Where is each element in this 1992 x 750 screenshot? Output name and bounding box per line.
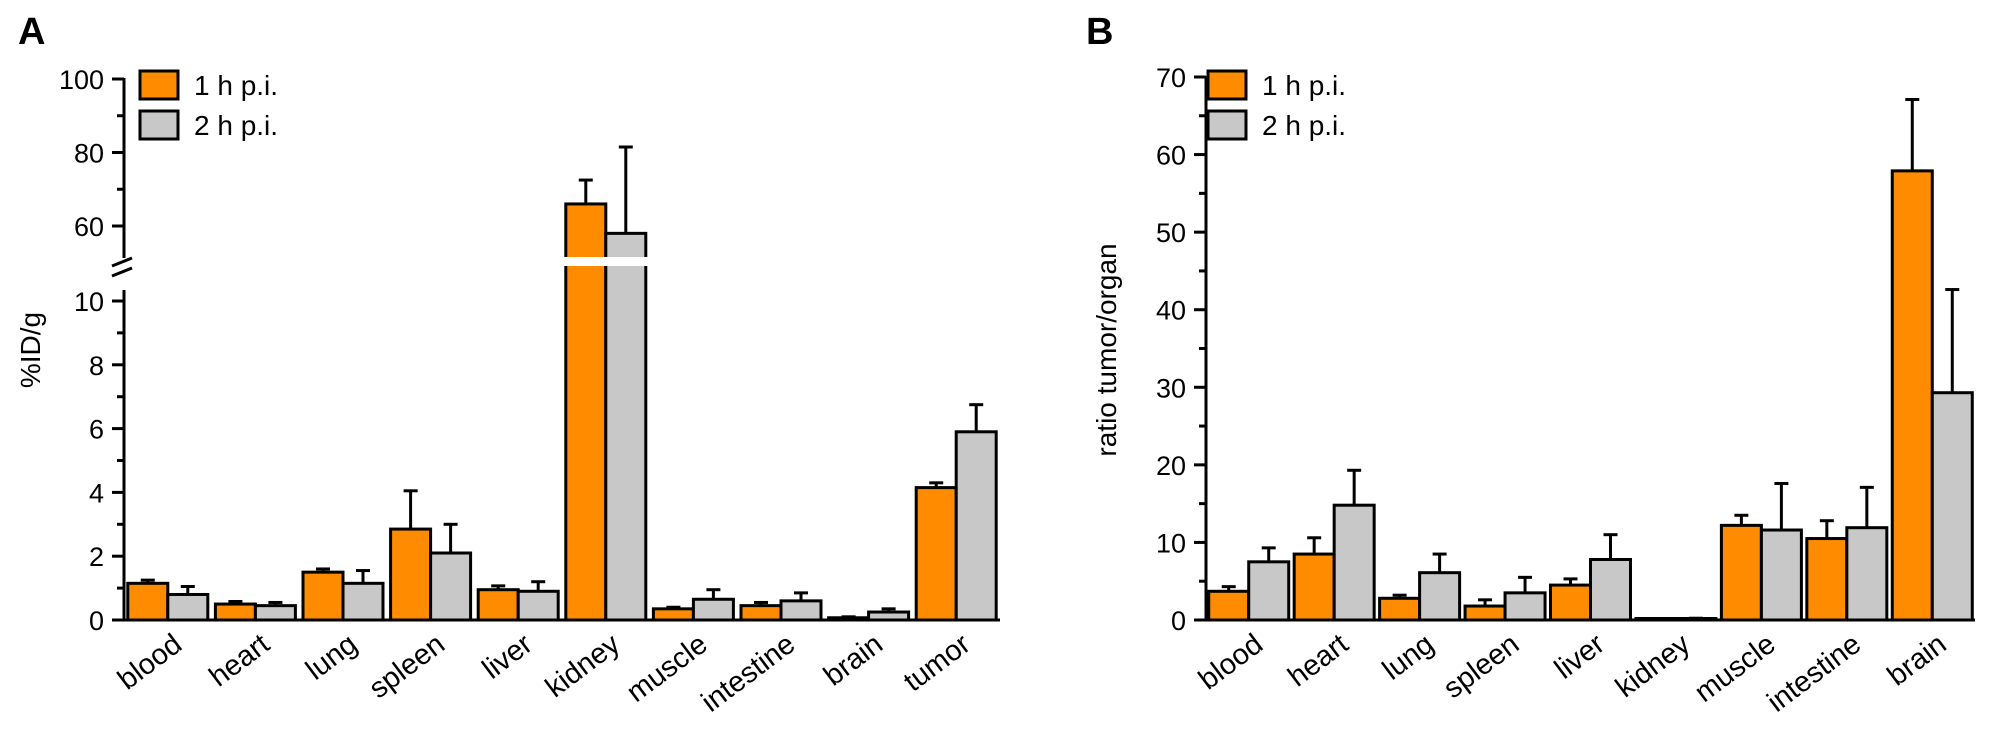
y-axis-title: ratio tumor/organ [1091, 243, 1122, 456]
category-label: liver [477, 628, 539, 686]
bar-1hpi-liver [1549, 583, 1592, 622]
category-label: intestine [696, 628, 802, 719]
category-label: brain [818, 628, 889, 692]
bar-2hpi-intestine [779, 599, 823, 622]
bar-1hpi-lung [301, 570, 345, 622]
bar-1hpi-brain [1890, 169, 1934, 622]
axis-break-mark [111, 256, 133, 268]
bar-2hpi-blood [166, 592, 210, 622]
legend-label: 2 h p.i. [1262, 110, 1346, 141]
y-tick-label: 20 [1156, 451, 1186, 481]
bar-2hpi-spleen [429, 551, 473, 622]
y-tick-label: 0 [1171, 606, 1186, 636]
bar-2hpi-muscle [691, 597, 735, 622]
bar-1hpi-intestine [739, 604, 783, 622]
bar-2hpi-muscle [1759, 528, 1803, 622]
y-tick-label: 60 [1156, 141, 1186, 171]
y-axis-title: %ID/g [15, 312, 46, 388]
y-tick-label: 60 [74, 212, 104, 242]
category-label: tumor [898, 628, 977, 698]
y-tick-label: 40 [1156, 296, 1186, 326]
y-tick-label: 2 [89, 542, 104, 572]
bar-1hpi-spleen [389, 527, 433, 622]
y-tick-label: 0 [89, 606, 104, 636]
category-label: intestine [1762, 628, 1868, 719]
bar-2hpi-heart [1332, 503, 1376, 622]
y-tick-label: 100 [59, 65, 104, 95]
axis-break-gap [561, 257, 650, 266]
bar-2hpi-liver [516, 589, 560, 622]
bar-2hpi-lung [1418, 571, 1462, 622]
bar-1hpi-lung [1378, 596, 1422, 622]
legend-label: 1 h p.i. [194, 70, 278, 101]
bar-1hpi-intestine [1805, 537, 1849, 622]
bar-2hpi-tumor [954, 430, 998, 622]
legend-label: 1 h p.i. [1262, 70, 1346, 101]
bar-2hpi-liver [1589, 557, 1632, 622]
bar-2hpi-kidney [604, 231, 648, 622]
category-label: heart [204, 628, 276, 693]
bar-1hpi-spleen [1463, 604, 1507, 622]
bar-1hpi-muscle [651, 607, 695, 622]
bar-1hpi-blood [1207, 589, 1251, 622]
category-label: kidney [1610, 628, 1697, 704]
legend-label: 2 h p.i. [194, 110, 278, 141]
category-label: blood [1193, 628, 1269, 696]
bar-1hpi-kidney [564, 202, 608, 622]
legend-swatch-0 [138, 69, 180, 101]
y-tick-label: 30 [1156, 373, 1186, 403]
bar-2hpi-lung [341, 581, 385, 622]
y-tick-label: 4 [89, 478, 104, 508]
chart-panel-a: 0 2 4 6 8 10 60 80 100 %ID/g blood heart lung spleen l… [15, 65, 1000, 719]
bar-2hpi-intestine [1845, 526, 1889, 622]
bar-1hpi-liver [476, 588, 520, 622]
bar-2hpi-heart [253, 604, 297, 622]
category-label: brain [1882, 628, 1953, 692]
legend-swatch-1 [1206, 109, 1248, 141]
bar-1hpi-muscle [1719, 523, 1763, 622]
chart-panel-b: 0 10 20 30 40 50 60 70 ratio tumor/organ blood hea… [1091, 63, 1975, 719]
bar-2hpi-brain [867, 610, 911, 622]
legend-swatch-0 [1206, 69, 1248, 101]
bar-2hpi-brain [1930, 391, 1974, 622]
bar-1hpi-heart [1292, 552, 1336, 622]
category-label: liver [1549, 628, 1611, 686]
bar-2hpi-blood [1247, 560, 1291, 622]
y-tick-label: 6 [89, 415, 104, 445]
panel-letter-a: A [18, 11, 45, 53]
category-label: lung [1377, 628, 1440, 687]
y-tick-label: 8 [89, 351, 104, 381]
axis-break-mark [111, 266, 133, 278]
legend-swatch-1 [138, 109, 180, 141]
category-label: heart [1282, 628, 1354, 693]
y-tick-label: 70 [1156, 63, 1186, 93]
y-tick-label: 80 [74, 139, 104, 169]
bar-1hpi-heart [213, 602, 257, 622]
y-tick-label: 10 [74, 287, 104, 317]
bar-1hpi-tumor [914, 486, 958, 622]
category-label: spleen [1438, 628, 1526, 705]
panel-letter-b: B [1086, 11, 1113, 53]
y-tick-label: 50 [1156, 218, 1186, 248]
category-label: spleen [363, 628, 451, 705]
category-label: lung [300, 628, 363, 687]
category-label: kidney [540, 628, 627, 704]
category-label: blood [112, 628, 188, 696]
bar-2hpi-spleen [1503, 591, 1547, 622]
y-tick-label: 10 [1156, 528, 1186, 558]
bar-1hpi-blood [126, 581, 170, 622]
